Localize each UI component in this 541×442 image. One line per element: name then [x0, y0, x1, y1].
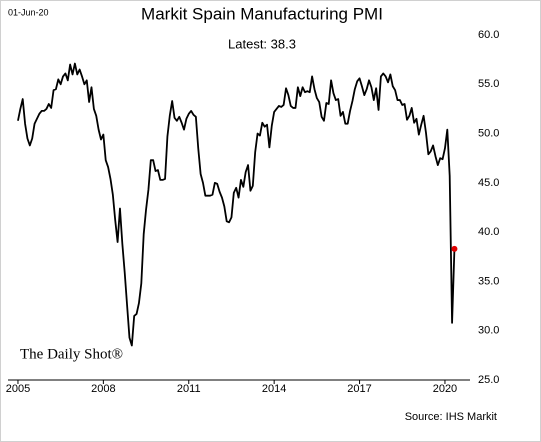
latest-point: [451, 245, 458, 252]
watermark: The Daily Shot®: [20, 346, 123, 362]
x-tick-label: 2014: [262, 383, 286, 395]
chart-title: Markit Spain Manufacturing PMI: [141, 4, 383, 23]
date-label: 01-Jun-20: [8, 7, 49, 17]
x-tick-label: 2011: [177, 383, 201, 395]
source: Source: IHS Markit: [405, 411, 497, 423]
x-tick-label: 2017: [347, 383, 371, 395]
pmi-line: [17, 62, 456, 347]
x-tick-label: 2008: [91, 383, 115, 395]
y-tick-label: 60.0: [478, 29, 499, 41]
y-tick-label: 25.0: [478, 374, 499, 386]
x-tick-label: 2020: [433, 383, 457, 395]
x-tick-label: 2005: [6, 383, 30, 395]
y-tick-label: 55.0: [478, 78, 499, 90]
y-tick-label: 45.0: [478, 177, 499, 189]
y-tick-label: 35.0: [478, 275, 499, 287]
annotation: Latest: 38.3: [228, 36, 296, 51]
y-tick-label: 50.0: [478, 127, 499, 139]
y-tick-label: 30.0: [478, 325, 499, 337]
y-tick-label: 40.0: [478, 226, 499, 238]
